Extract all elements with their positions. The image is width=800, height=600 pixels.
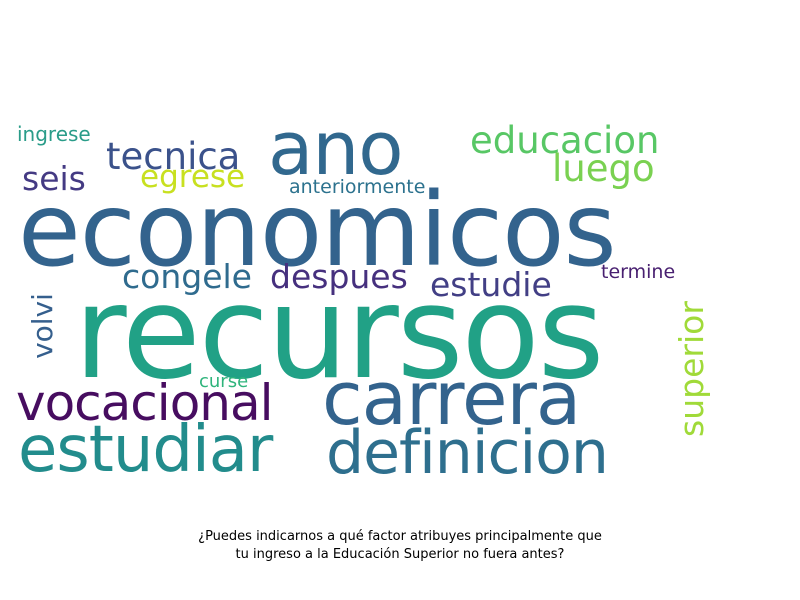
word-egrese: egrese [140,159,246,195]
question-caption: ¿Puedes indicarnos a qué factor atribuye… [0,528,800,564]
word-anteriormente: anteriormente [289,176,426,198]
word-volvi: volvi [26,293,59,359]
word-vocacional: vocacional [16,374,274,432]
caption-line-2: tu ingreso a la Educación Superior no fu… [235,547,565,562]
word-seis: seis [22,159,86,198]
word-luego: luego [552,147,655,190]
word-definicion: definicion [326,418,609,488]
word-curse: curse [199,371,249,392]
word-termine: termine [601,261,676,283]
word-tecnica: tecnica [106,135,241,178]
word-economicos: economicos [18,171,617,290]
word-superior: superior [672,301,711,437]
word-recursos: recursos [74,259,604,408]
word-carrera: carrera [322,356,581,442]
word-ingrese: ingrese [17,122,91,146]
word-educacion: educacion [470,119,660,162]
word-congele: congele [122,257,252,296]
word-ano: ano [268,106,404,192]
word-estudie: estudie [430,265,552,304]
caption-line-1: ¿Puedes indicarnos a qué factor atribuye… [198,529,602,544]
word-estudiar: estudiar [18,413,273,487]
word-despues: despues [270,257,408,296]
